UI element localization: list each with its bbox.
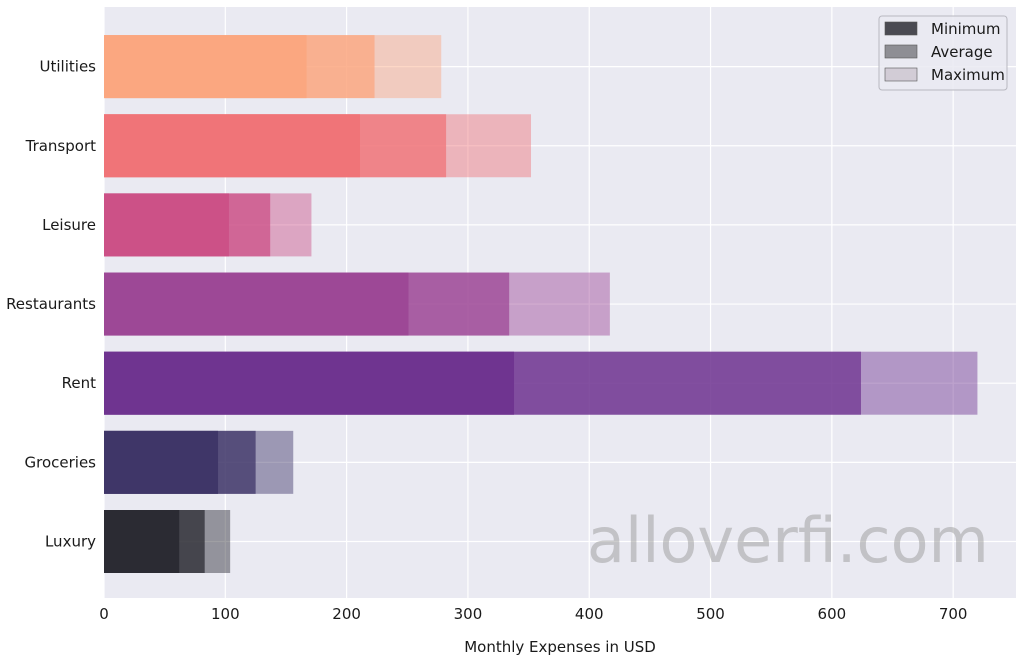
bar-utilities-minimum	[104, 35, 307, 99]
legend: Minimum Average Maximum	[878, 15, 1008, 91]
legend-swatch-average	[884, 44, 918, 59]
y-tick-label-transport: Transport	[25, 137, 97, 155]
x-tick-label-700: 700	[939, 605, 968, 623]
bar-leisure-minimum	[104, 193, 229, 257]
bars	[104, 35, 978, 573]
y-tick-label-groceries: Groceries	[25, 453, 97, 471]
x-tick-label-600: 600	[818, 605, 847, 623]
bar-groceries-minimum	[104, 430, 219, 494]
bar-restaurants-minimum	[104, 272, 409, 336]
x-tick-label-100: 100	[211, 605, 240, 623]
x-axis-label: Monthly Expenses in USD	[464, 638, 656, 656]
y-tick-label-luxury: Luxury	[45, 533, 96, 551]
legend-label-minimum: Minimum	[931, 20, 1001, 38]
legend-label-average: Average	[931, 43, 993, 61]
y-tick-labels: Luxury Groceries Rent Restaurants Leisure Tra…	[6, 58, 96, 551]
x-tick-label-0: 0	[99, 605, 109, 623]
x-tick-labels: 0 100 200 300 400 500 600 700	[99, 605, 967, 623]
bar-rent-minimum	[104, 351, 515, 415]
bar-transport-minimum	[104, 114, 360, 178]
legend-label-maximum: Maximum	[931, 66, 1005, 84]
watermark-text: alloverfi.com	[587, 504, 989, 577]
y-tick-label-leisure: Leisure	[42, 216, 96, 234]
x-tick-label-300: 300	[454, 605, 483, 623]
bar-luxury-minimum	[104, 510, 180, 573]
x-tick-label-200: 200	[332, 605, 361, 623]
x-tick-label-400: 400	[575, 605, 604, 623]
y-tick-label-restaurants: Restaurants	[6, 295, 96, 313]
x-tick-label-500: 500	[696, 605, 725, 623]
y-tick-label-utilities: Utilities	[40, 58, 97, 76]
legend-swatch-maximum	[884, 67, 918, 82]
legend-swatch-minimum	[884, 21, 918, 36]
y-tick-label-rent: Rent	[62, 374, 96, 392]
